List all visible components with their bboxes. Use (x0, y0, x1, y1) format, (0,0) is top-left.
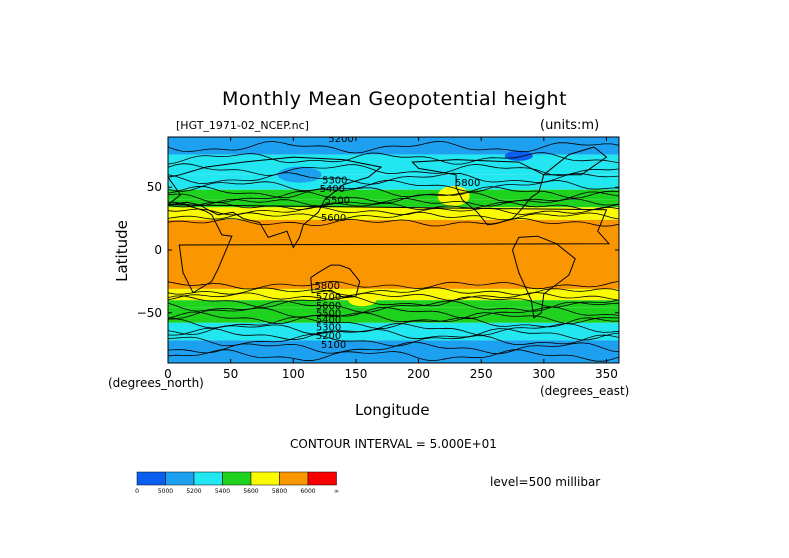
y-tick-label: 50 (147, 180, 162, 194)
contour-line (168, 152, 619, 165)
contour-label: 5700 (316, 292, 341, 303)
contour-line (168, 185, 619, 199)
ridge-pacific (437, 186, 470, 207)
coastline (511, 235, 576, 319)
x-tick-label: 50 (223, 367, 238, 381)
contour-line (168, 300, 619, 313)
x-axis-label: Longitude (355, 401, 430, 419)
colorbar-swatch (250, 471, 280, 486)
map-clip-group: 5200530054005500560058005800570056005500… (168, 134, 619, 363)
contour-line (168, 311, 619, 325)
heat-band (168, 174, 619, 190)
colorbar-tick-label: 5400 (215, 488, 230, 495)
contour-line (168, 140, 619, 154)
colorbar-swatch (165, 471, 195, 486)
x-tick-label: 300 (532, 367, 555, 381)
contour-label: 5300 (322, 175, 347, 186)
heat-band (168, 322, 619, 341)
contour-line (168, 341, 619, 355)
colorbar-tick-label: 5600 (243, 488, 258, 495)
heat-band (168, 219, 619, 289)
x-units-right-label: (degrees_east) (540, 384, 630, 398)
x-tick-label: 0 (164, 367, 172, 381)
dataset-label: [HGT_1971-02_NCEP.nc] (176, 119, 309, 132)
contour-line (168, 295, 619, 308)
x-tick-label: 200 (407, 367, 430, 381)
contour-label: 5400 (320, 184, 345, 195)
contour-label: 5100 (321, 340, 346, 351)
contour-line (168, 211, 619, 221)
y-tick-label: −50 (137, 306, 162, 320)
coastline (168, 202, 611, 294)
colorbar-tick-label: 0 (135, 488, 139, 495)
contour-line (168, 190, 619, 204)
colorbar-swatch (136, 471, 166, 486)
contour-line (168, 292, 619, 301)
colorbar-swatch (307, 471, 337, 486)
contour-line (168, 217, 619, 227)
coastline (168, 156, 383, 249)
colorbar-tick-label: 5200 (186, 488, 201, 495)
contour-line (168, 322, 619, 336)
x-tick-label: 100 (282, 367, 305, 381)
contour-line (168, 179, 619, 193)
contour-line (168, 287, 619, 296)
x-tick-label: 350 (595, 367, 618, 381)
contour-label: 5300 (316, 322, 341, 333)
x-tick-label: 150 (344, 367, 367, 381)
x-units-left-label: (degrees_north) (108, 376, 204, 390)
contour-label: 5400 (316, 315, 341, 326)
contour-line (168, 163, 619, 177)
heat-band (168, 307, 619, 323)
units-label: (units:m) (540, 118, 600, 133)
low-center-arctic (504, 150, 533, 161)
contour-label: 5200 (316, 331, 341, 342)
axes: 0 50 100 150 200 250 300 350 50 0 −50 (137, 137, 619, 381)
contour-line (168, 306, 619, 320)
contour-line (168, 280, 619, 290)
contour-label: 5800 (455, 178, 480, 189)
chart-title: Monthly Mean Geopotential height (221, 88, 568, 110)
contour-label: 5800 (315, 281, 340, 292)
contour-label: 5500 (325, 196, 350, 207)
colorbar: 0 5000 5200 5400 5600 5800 6000 ∞ (135, 471, 339, 495)
contour-label: 5600 (316, 301, 341, 312)
coastline (310, 264, 361, 299)
heat-band (168, 288, 619, 301)
colorbar-tick-label: 6000 (300, 488, 315, 495)
map-plot-area: 5200530054005500560058005800570056005500… (167, 134, 620, 364)
contour-line (168, 201, 619, 211)
colorbar-tick-label: 5000 (158, 488, 173, 495)
y-tick-label: 0 (154, 243, 162, 257)
contour-line (168, 349, 619, 362)
colorbar-swatch (222, 471, 252, 486)
contour-line (168, 316, 619, 330)
colorbar-tick-label: ∞ (334, 488, 339, 495)
heat-band (168, 154, 619, 175)
colorbar-swatch (193, 471, 223, 486)
contour-label: 5600 (321, 213, 346, 224)
contour-line (168, 327, 619, 341)
ridge-south (348, 294, 377, 307)
coastline (411, 159, 545, 226)
contour-interval-text: CONTOUR INTERVAL = 5.000E+01 (290, 437, 497, 451)
colorbar-swatch (279, 471, 309, 486)
contour-label: 5200 (328, 134, 353, 145)
contour-line (168, 197, 619, 207)
x-tick-label: 250 (470, 367, 493, 381)
contour-label: 5500 (316, 309, 341, 320)
level-text: level=500 millibar (490, 475, 601, 489)
coastline (542, 146, 608, 176)
colorbar-tick-label: 5800 (272, 488, 287, 495)
